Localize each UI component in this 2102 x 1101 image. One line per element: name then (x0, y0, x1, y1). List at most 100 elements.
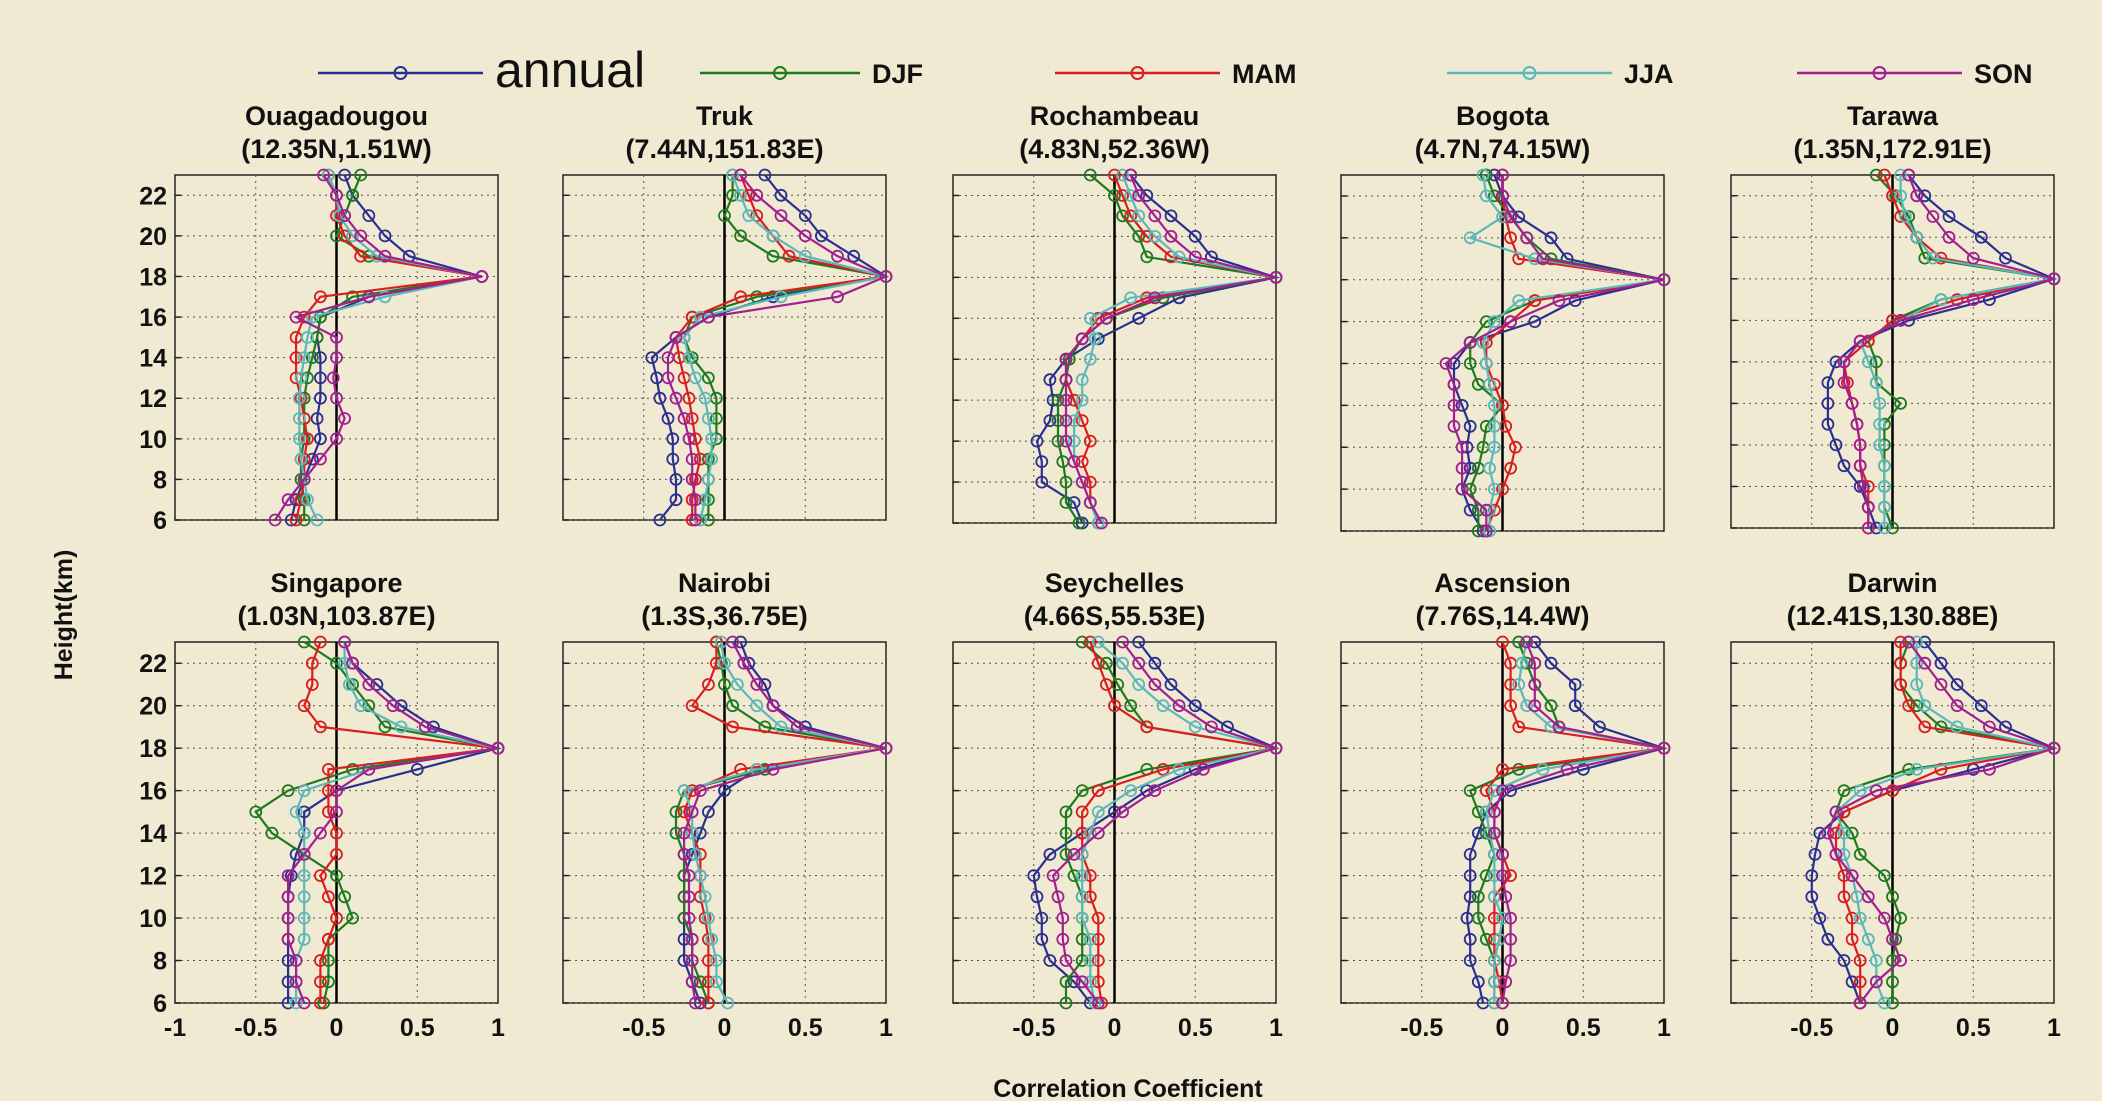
panel-coords: (7.76S,14.4W) (1415, 601, 1589, 631)
data-point (1488, 996, 1501, 1010)
data-point (750, 188, 764, 202)
panel-coords: (12.41S,130.88E) (1787, 601, 1999, 631)
legend: annual DJF MAM JJA SON (318, 42, 2033, 98)
data-point (1910, 230, 1924, 244)
data-point (330, 351, 343, 365)
data-point (321, 932, 335, 946)
data-point (726, 635, 739, 649)
x-axis-label: Correlation Coefficient (993, 1075, 1263, 1101)
x-tick-label: 1 (1269, 1014, 1283, 1042)
data-point (410, 763, 424, 776)
data-point (1132, 229, 1146, 243)
data-point (758, 168, 772, 182)
panel-coords: (4.83N,52.36W) (1019, 134, 1210, 164)
data-point (1837, 869, 1851, 882)
data-point (1837, 890, 1851, 904)
series-line-son (1842, 174, 2055, 528)
data-point (338, 412, 352, 425)
data-point (1108, 189, 1121, 202)
panel-title: Bogota (1456, 101, 1550, 131)
data-point (1088, 332, 1102, 346)
data-point (1027, 869, 1041, 882)
data-point (661, 351, 675, 365)
data-point (330, 869, 343, 882)
data-point (1504, 678, 1517, 691)
series-line-son (1444, 175, 1665, 531)
x-tick-label: 0.5 (1178, 1014, 1213, 1042)
data-point (790, 720, 804, 734)
data-point (1821, 932, 1835, 946)
data-point (1067, 975, 1081, 989)
y-tick-label: 8 (153, 948, 167, 976)
data-point (1873, 396, 1886, 410)
data-point (702, 412, 715, 425)
data-point (1091, 911, 1105, 925)
data-point (1091, 805, 1105, 819)
data-point (1496, 784, 1509, 797)
data-point (1132, 209, 1146, 223)
data-point (1520, 635, 1534, 649)
series-line-son (682, 641, 887, 1004)
data-point (1471, 805, 1485, 819)
data-point (718, 784, 731, 797)
data-point (1966, 251, 1980, 265)
data-point (249, 805, 263, 819)
data-point (1095, 516, 1108, 530)
data-point (1479, 315, 1493, 329)
data-point (1471, 975, 1485, 989)
data-point (682, 432, 696, 446)
data-point (338, 635, 352, 649)
data-point (1886, 996, 1899, 1010)
data-point (798, 229, 812, 243)
data-point (1479, 869, 1493, 882)
data-point (702, 911, 715, 925)
data-point (766, 249, 780, 263)
data-point (1439, 357, 1453, 370)
panels: Ouagadougou(12.35N,1.51W)681012141618202… (139, 101, 2061, 1042)
data-point (1894, 678, 1907, 691)
data-point (330, 784, 343, 797)
data-point (1091, 932, 1105, 946)
data-point (1504, 461, 1517, 475)
data-point (685, 412, 699, 425)
data-point (1878, 521, 1891, 535)
data-point (1886, 954, 1899, 967)
data-point (734, 168, 747, 182)
data-point (1528, 315, 1542, 329)
data-point (1156, 763, 1170, 776)
data-point (1164, 678, 1178, 691)
data-point (1869, 521, 1883, 535)
data-point (321, 763, 335, 776)
data-point (313, 290, 327, 304)
data-point (310, 513, 324, 527)
data-point (1091, 826, 1105, 840)
series-line-jja (1834, 642, 2055, 1004)
data-point (1059, 373, 1073, 387)
data-point (1075, 911, 1089, 925)
data-point (330, 826, 343, 840)
data-point (330, 656, 343, 670)
data-point (669, 391, 683, 405)
data-point (1894, 911, 1907, 925)
data-point (2047, 272, 2061, 286)
panel-coords: (1.03N,103.87E) (237, 601, 435, 631)
panel-seychelles: Seychelles(4.66S,55.53E) -0.5 0 0.5 1 (952, 568, 1283, 1042)
data-point (491, 741, 505, 755)
data-point (321, 890, 335, 904)
data-point (1067, 393, 1081, 407)
series-line-annual (290, 174, 483, 521)
data-point (346, 188, 360, 202)
data-point (1083, 496, 1097, 509)
series-line-son (1493, 641, 1665, 1004)
panel-darwin: Darwin(12.41S,130.88E) -0.5 0 0.5 1 (1730, 568, 2061, 1042)
panel-coords: (4.66S,55.53E) (1024, 601, 1206, 631)
data-point (1504, 231, 1517, 245)
data-point (297, 826, 311, 840)
data-point (265, 826, 279, 840)
data-point (294, 452, 308, 466)
data-point (1496, 168, 1509, 182)
data-point (815, 229, 828, 243)
data-point (1463, 231, 1477, 245)
data-point (705, 432, 718, 446)
data-point (1488, 911, 1501, 925)
